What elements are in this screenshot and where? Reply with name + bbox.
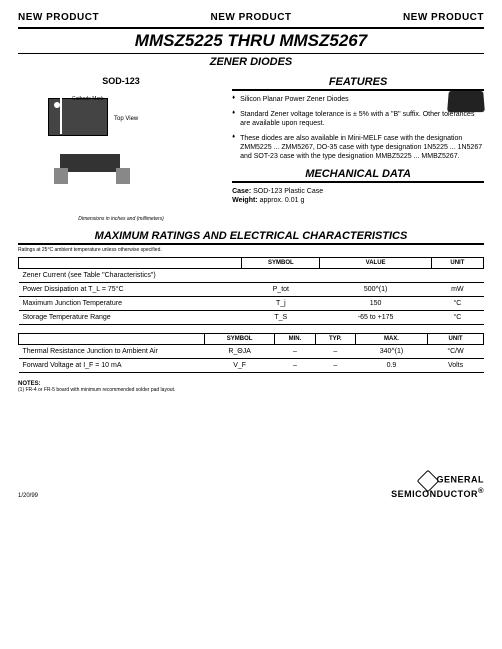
feature-item: These diodes are also available in Mini-… — [232, 134, 484, 161]
features-heading: FEATURES — [232, 76, 484, 91]
ratings-table: SYMBOL VALUE UNIT Zener Current (see Tab… — [18, 257, 484, 325]
table-row: Maximum Junction TemperatureT_j150°C — [19, 297, 484, 311]
notes-block: NOTES: (1) FR-4 or FR-5 board with minim… — [18, 381, 484, 393]
page-subtitle: ZENER DIODES — [18, 54, 484, 70]
brand-line1: GENERAL — [436, 474, 484, 484]
col-param — [19, 334, 205, 345]
new-product-left: NEW PRODUCT — [18, 12, 99, 23]
table-row: Storage Temperature RangeT_S-65 to +175°… — [19, 311, 484, 325]
brand-line2: SEMICONDUCTOR — [391, 489, 478, 499]
table-row: Zener Current (see Table "Characteristic… — [19, 269, 484, 283]
package-body — [60, 154, 120, 172]
weight-line: Weight: approx. 0.01 g — [232, 196, 484, 205]
ratings-section: MAXIMUM RATINGS AND ELECTRICAL CHARACTER… — [18, 230, 484, 393]
weight-value: approx. 0.01 g — [258, 197, 305, 204]
case-value: SOD-123 Plastic Case — [251, 188, 323, 195]
table-row: Power Dissipation at T_L = 75°CP_tot500^… — [19, 283, 484, 297]
new-product-mid: NEW PRODUCT — [210, 12, 291, 23]
col-value: VALUE — [320, 258, 431, 269]
cathode-stripe — [48, 98, 108, 134]
registered-mark: ® — [478, 486, 484, 495]
col-max: MAX. — [355, 334, 427, 345]
ratings-note: Ratings at 25°C ambient temperature unle… — [18, 247, 484, 253]
new-product-row: NEW PRODUCT NEW PRODUCT NEW PRODUCT — [18, 12, 484, 23]
footer-date: 1/20/99 — [18, 493, 38, 499]
brand-logo: GENERAL SEMICONDUCTOR® — [391, 473, 484, 499]
col-min: MIN. — [275, 334, 315, 345]
weight-label: Weight: — [232, 197, 258, 204]
left-column: SOD-123 Cathode Mark Top View Dimensions… — [18, 76, 224, 222]
features-section: FEATURES Silicon Planar Power Zener Diod… — [232, 76, 484, 162]
case-label: Case: — [232, 188, 251, 195]
mechanical-section: MECHANICAL DATA Case: SOD-123 Plastic Ca… — [232, 168, 484, 205]
col-unit: UNIT — [431, 258, 483, 269]
package-lead-right — [116, 168, 130, 184]
feature-item: Silicon Planar Power Zener Diodes — [232, 95, 484, 104]
package-lead-left — [54, 168, 68, 184]
feature-item: Standard Zener voltage tolerance is ± 5%… — [232, 110, 484, 128]
cathode-mark-label: Cathode Mark — [72, 96, 103, 102]
package-label: SOD-123 — [18, 76, 224, 86]
logo-mark-icon — [420, 473, 434, 487]
page-title: MMSZ5225 THRU MMSZ5267 — [18, 27, 484, 54]
two-column-layout: SOD-123 Cathode Mark Top View Dimensions… — [18, 76, 484, 222]
col-symbol: SYMBOL — [205, 334, 275, 345]
ratings-heading: MAXIMUM RATINGS AND ELECTRICAL CHARACTER… — [18, 230, 484, 245]
col-symbol: SYMBOL — [242, 258, 320, 269]
col-typ: TYP. — [315, 334, 355, 345]
mechanical-heading: MECHANICAL DATA — [232, 168, 484, 183]
new-product-right: NEW PRODUCT — [403, 12, 484, 23]
features-list: Silicon Planar Power Zener Diodes Standa… — [232, 95, 484, 162]
page-footer: 1/20/99 GENERAL SEMICONDUCTOR® — [18, 473, 484, 499]
table-header-row: SYMBOL MIN. TYP. MAX. UNIT — [19, 334, 484, 345]
table-header-row: SYMBOL VALUE UNIT — [19, 258, 484, 269]
package-diagram: Cathode Mark Top View — [18, 90, 224, 210]
top-view-label: Top View — [114, 116, 138, 122]
col-param — [19, 258, 242, 269]
col-unit: UNIT — [428, 334, 484, 345]
package-side-outline — [48, 148, 148, 196]
notes-text: (1) FR-4 or FR-5 board with minimum reco… — [18, 387, 484, 393]
table-row: Forward Voltage at I_F = 10 mAV_F––0.9Vo… — [19, 359, 484, 373]
table-row: Thermal Resistance Junction to Ambient A… — [19, 345, 484, 359]
right-column: FEATURES Silicon Planar Power Zener Diod… — [232, 76, 484, 222]
case-line: Case: SOD-123 Plastic Case — [232, 187, 484, 196]
dimensions-note: Dimensions in inches and (millimeters) — [18, 216, 224, 222]
thermal-table: SYMBOL MIN. TYP. MAX. UNIT Thermal Resis… — [18, 333, 484, 373]
